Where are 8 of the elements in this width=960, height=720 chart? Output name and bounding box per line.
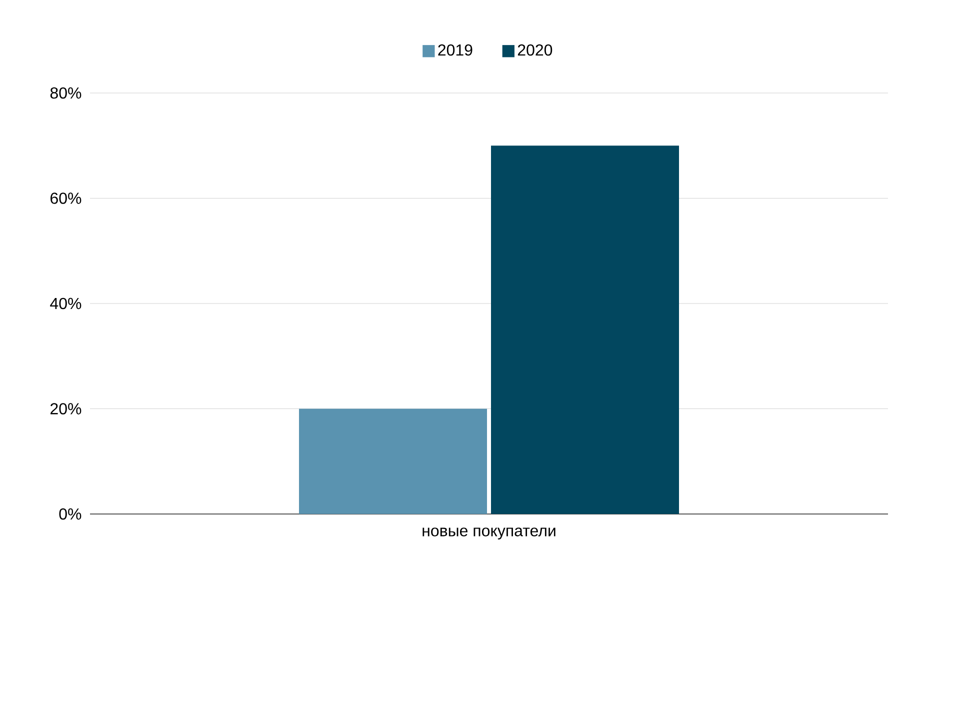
legend-label: 2019	[438, 44, 472, 56]
y-tick-label: 60%	[50, 192, 82, 204]
y-tick-label: 0%	[59, 508, 82, 520]
y-tick-label: 20%	[50, 403, 82, 414]
y-tick-label: 40%	[50, 298, 82, 310]
y-tick-label: 80%	[50, 87, 82, 99]
legend-label: 2020	[518, 44, 552, 56]
x-tick-label: новые покупатели	[422, 528, 556, 540]
